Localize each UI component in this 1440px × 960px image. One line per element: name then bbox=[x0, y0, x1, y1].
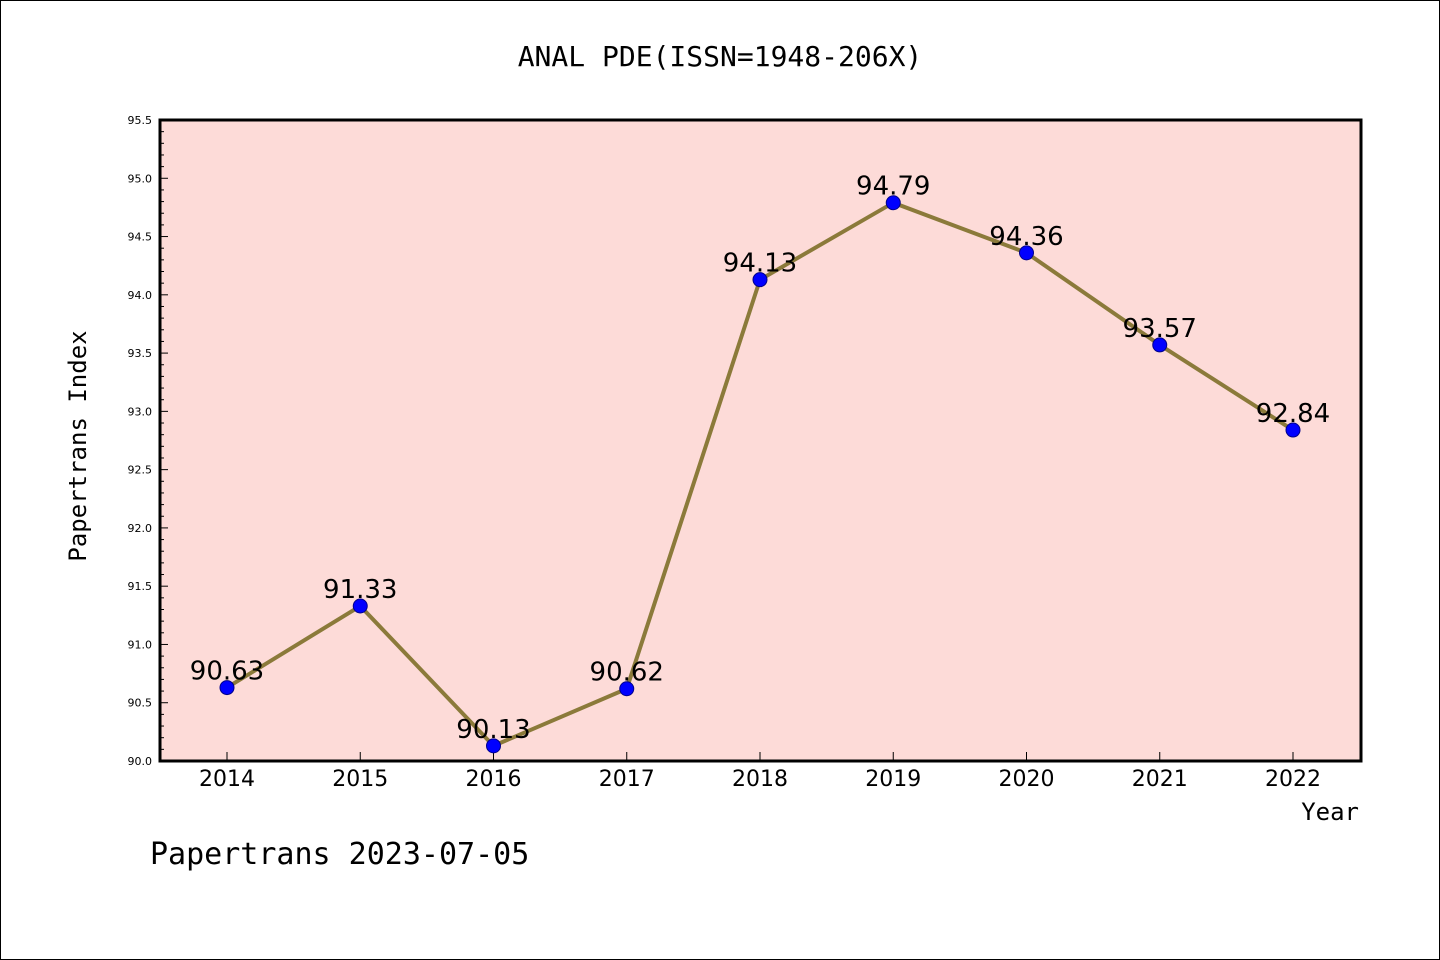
x-tick-label: 2018 bbox=[732, 767, 788, 792]
y-tick-label: 93.5 bbox=[128, 347, 153, 360]
y-tick-label: 93.0 bbox=[128, 405, 153, 418]
x-axis-ticks: 2014 2015 2016 2017 2018 2019 2020 2021 2022 bbox=[199, 752, 1321, 792]
y-tick-label: 95.5 bbox=[128, 114, 153, 127]
x-tick-label: 2019 bbox=[865, 767, 921, 792]
y-tick-label: 94.0 bbox=[128, 289, 153, 302]
x-tick-label: 2014 bbox=[199, 767, 255, 792]
y-tick-label: 90.5 bbox=[128, 697, 153, 710]
data-point bbox=[1019, 245, 1034, 261]
y-tick-label: 92.5 bbox=[128, 464, 153, 477]
x-tick-label: 2020 bbox=[999, 767, 1055, 792]
y-tick-label: 92.0 bbox=[128, 522, 153, 535]
y-tick-label: 94.5 bbox=[128, 231, 153, 244]
data-label: 94.79 bbox=[856, 172, 930, 202]
data-label: 90.13 bbox=[456, 715, 530, 745]
footer-text: Papertrans 2023-07-05 bbox=[150, 837, 529, 872]
y-tick-label: 95.0 bbox=[128, 172, 153, 185]
data-point bbox=[352, 598, 368, 614]
data-label: 91.33 bbox=[323, 575, 397, 605]
plot-area bbox=[158, 118, 1363, 763]
data-points bbox=[219, 195, 1301, 754]
y-tick-label: 91.0 bbox=[128, 638, 153, 651]
y-axis-ticks: 90.0 90.5 91.0 91.5 92.0 92.5 93.0 93.5 94.0 94.5… bbox=[128, 114, 168, 768]
data-point bbox=[752, 272, 768, 288]
chart-title: ANAL PDE(ISSN=1948-206X) bbox=[518, 40, 923, 73]
x-tick-label: 2022 bbox=[1265, 767, 1321, 792]
data-label: 93.57 bbox=[1123, 314, 1197, 344]
data-point bbox=[885, 195, 901, 211]
data-label: 92.84 bbox=[1256, 399, 1330, 429]
data-point bbox=[486, 738, 501, 754]
x-tick-label: 2015 bbox=[332, 767, 388, 792]
x-tick-label: 2021 bbox=[1132, 767, 1188, 792]
x-tick-label: 2017 bbox=[599, 767, 655, 792]
data-labels: 90.63 91.33 90.13 90.62 94.13 94.79 94.36 93.57… bbox=[190, 172, 1330, 745]
data-point bbox=[1152, 337, 1168, 353]
data-point bbox=[1285, 422, 1301, 438]
x-tick-label: 2016 bbox=[466, 767, 522, 792]
x-axis-label: Year bbox=[1301, 798, 1359, 826]
y-axis-label: Papertrans Index bbox=[64, 330, 92, 561]
data-label: 94.36 bbox=[989, 222, 1063, 252]
data-point bbox=[619, 681, 635, 697]
data-label: 90.62 bbox=[590, 658, 664, 688]
y-tick-label: 90.0 bbox=[128, 755, 153, 768]
data-label: 90.63 bbox=[190, 657, 264, 687]
data-label: 94.13 bbox=[723, 249, 797, 279]
y-tick-label: 91.5 bbox=[128, 580, 153, 593]
data-point bbox=[219, 680, 235, 696]
